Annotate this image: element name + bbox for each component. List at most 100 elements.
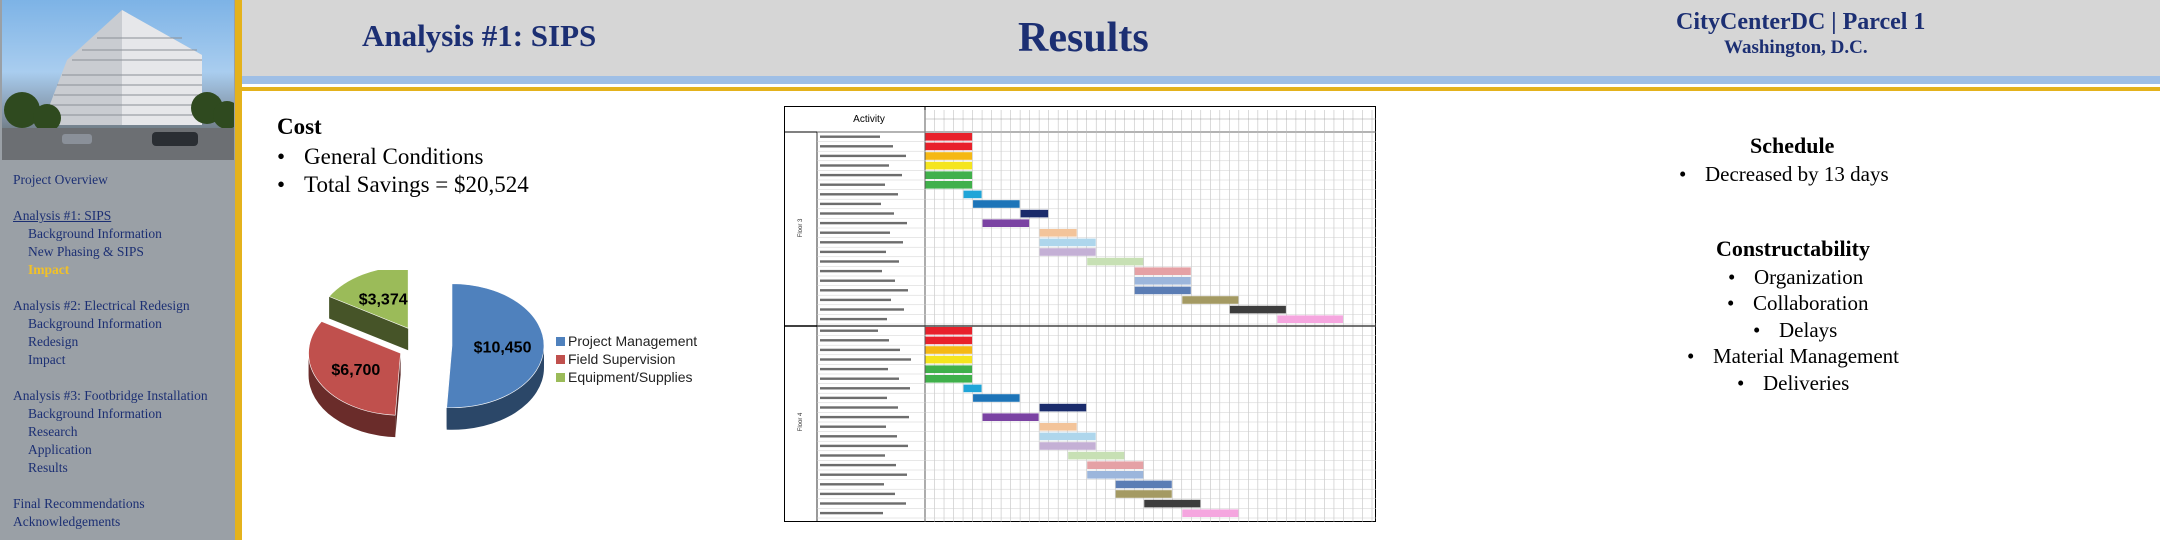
gantt-bar [1039, 442, 1096, 450]
activity-name [820, 241, 903, 244]
constructability-item: • Deliveries [1737, 371, 1850, 395]
gantt-bar [1039, 432, 1096, 441]
sidebar-item[interactable]: Analysis #1: SIPS [13, 208, 112, 223]
gantt-bar [982, 413, 1039, 421]
sidebar-item[interactable]: New Phasing & SIPS [28, 244, 144, 259]
activity-name [820, 221, 907, 225]
gantt-bar [1087, 461, 1144, 469]
pie-slice [446, 283, 545, 409]
gantt-bar [1039, 423, 1077, 431]
activity-name [820, 193, 898, 196]
sidebar-item[interactable]: Results [28, 460, 68, 475]
gantt-bar [925, 375, 973, 383]
activity-name [820, 444, 908, 448]
building-photo [2, 0, 234, 160]
activity-name [820, 367, 888, 371]
pie-slice [308, 321, 401, 416]
gantt-bar [1087, 471, 1144, 479]
sidebar-item[interactable]: Impact [28, 262, 70, 277]
activity-name [820, 269, 882, 273]
floor-label: Floor 3 [798, 218, 804, 237]
gantt-bar [1134, 267, 1191, 275]
cost-bullet: • General Conditions [277, 144, 484, 169]
gantt-bar [1039, 238, 1096, 247]
floor-label: Floor 4 [798, 412, 804, 431]
gantt-bar [1068, 451, 1125, 460]
sidebar-item[interactable]: Analysis #3: Footbridge Installation [13, 388, 208, 403]
activity-name [820, 212, 894, 215]
gantt-bar [925, 133, 973, 141]
gantt-bar [925, 152, 973, 160]
sidebar-item[interactable]: Background Information [28, 406, 162, 421]
activity-name [820, 231, 890, 234]
sidebar-item[interactable]: Impact [28, 352, 66, 367]
project-name: CityCenterDC | Parcel 1 [1676, 9, 1926, 35]
analysis-title: Analysis #1: SIPS [362, 18, 597, 53]
activity-name [820, 308, 904, 311]
legend-label: Field Supervision [568, 351, 676, 367]
activity-name [820, 454, 885, 457]
gantt-bar [925, 171, 973, 179]
legend-entry: Field Supervision [556, 350, 697, 368]
gantt-bar [1115, 480, 1172, 489]
activity-name [820, 250, 886, 254]
sidebar: Project Overview Analysis #1: SIPS Backgro… [0, 0, 240, 540]
schedule-bullet: • Decreased by 13 days [1679, 162, 1889, 186]
legend-swatch [556, 337, 565, 346]
gantt-bar [925, 365, 973, 373]
cost-heading: Cost [277, 114, 322, 139]
gantt-bar [963, 190, 982, 199]
activity-name [820, 406, 898, 409]
activity-name [820, 463, 896, 467]
activity-name [820, 279, 895, 282]
pie-data-label: $6,700 [331, 362, 380, 379]
sidebar-item[interactable]: Acknowledgements [13, 514, 121, 529]
activity-name [820, 377, 899, 380]
legend-label: Project Management [568, 333, 698, 349]
activity-name [820, 492, 895, 496]
gantt-activity-header: Activity [853, 114, 885, 125]
gantt-bar [925, 161, 973, 170]
activity-name [820, 329, 878, 332]
constructability-item: • Material Management [1687, 344, 1900, 368]
sidebar-item[interactable]: Background Information [28, 226, 162, 241]
activity-name [820, 183, 885, 186]
gantt-bar [1182, 509, 1239, 517]
gantt-bar [1134, 286, 1191, 295]
constructability-item: • Collaboration [1727, 291, 1869, 315]
activity-name [820, 260, 899, 263]
cost-pie-chart: $10,450 $6,700 $3,374 [308, 270, 545, 438]
activity-name [820, 289, 908, 292]
nav-spacer [13, 189, 235, 207]
gantt-bar [1277, 315, 1343, 323]
constructability-heading: Constructability [1716, 236, 1870, 261]
pie-data-label: $3,374 [359, 292, 408, 309]
sidebar-item[interactable]: Research [28, 424, 78, 439]
activity-name [820, 348, 900, 352]
activity-name [820, 358, 911, 361]
gantt-bar [1134, 277, 1191, 285]
sidebar-divider [235, 0, 242, 540]
sidebar-item[interactable]: Redesign [28, 334, 79, 349]
pie-slice [328, 270, 409, 329]
sidebar-item[interactable]: Analysis #2: Electrical Redesign [13, 298, 190, 313]
activity-name [820, 435, 897, 438]
activity-name [820, 483, 884, 486]
gantt-bar [1229, 305, 1286, 314]
gantt-bar [1115, 490, 1172, 498]
activity-name [820, 473, 907, 476]
sidebar-item[interactable]: Final Recommendations [13, 496, 145, 511]
gantt-bar [1020, 209, 1049, 218]
activity-name [820, 202, 881, 206]
schedule-gantt-chart: Activity Floor 3 Floor 4 [784, 106, 1376, 522]
legend-swatch [556, 355, 565, 364]
activity-name [820, 339, 889, 342]
sidebar-item[interactable]: Project Overview [13, 172, 108, 187]
nav-spacer [13, 477, 235, 495]
activity-name [820, 415, 909, 419]
nav-spacer [13, 279, 235, 297]
sidebar-item[interactable]: Application [28, 442, 92, 457]
sidebar-item[interactable]: Background Information [28, 316, 162, 331]
gantt-bar [925, 181, 973, 189]
activity-name [820, 298, 891, 302]
